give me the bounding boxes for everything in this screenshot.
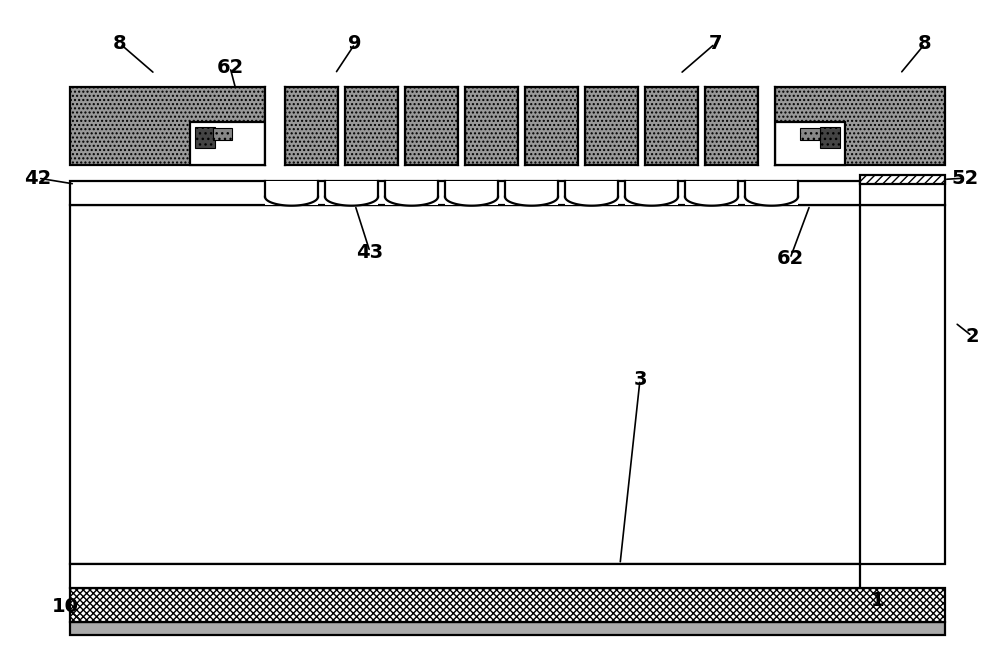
Bar <box>585 87 638 165</box>
Bar <box>70 564 860 588</box>
Bar <box>820 127 840 148</box>
Bar <box>213 128 232 140</box>
Bar <box>525 87 578 165</box>
Text: 43: 43 <box>356 243 384 261</box>
Text: 52: 52 <box>951 169 979 187</box>
Bar <box>685 181 738 205</box>
Bar <box>775 87 945 165</box>
Bar <box>578 87 585 165</box>
Bar <box>645 87 698 165</box>
Bar <box>445 181 498 205</box>
Bar <box>625 181 678 205</box>
Bar <box>800 128 820 140</box>
Text: 2: 2 <box>965 327 979 345</box>
Bar <box>338 87 345 165</box>
Text: 7: 7 <box>708 34 722 53</box>
Text: 8: 8 <box>918 34 932 53</box>
Bar <box>325 181 378 205</box>
Bar <box>405 87 458 165</box>
Text: 8: 8 <box>113 34 127 53</box>
Bar <box>638 87 645 165</box>
Text: 62: 62 <box>216 58 244 77</box>
Bar <box>465 87 518 165</box>
Bar <box>775 122 845 165</box>
Bar <box>745 181 798 205</box>
Bar <box>458 87 465 165</box>
Bar <box>265 87 285 165</box>
Bar <box>518 87 525 165</box>
Bar <box>70 588 945 622</box>
Bar <box>345 87 398 165</box>
Bar <box>70 181 945 205</box>
Bar <box>565 181 618 205</box>
Bar <box>70 205 945 564</box>
Bar <box>385 181 438 205</box>
Text: 1: 1 <box>871 591 885 610</box>
Bar <box>195 127 215 148</box>
Bar <box>70 87 265 165</box>
Bar <box>698 87 705 165</box>
Bar <box>398 87 405 165</box>
Bar <box>285 87 338 165</box>
Text: 10: 10 <box>52 597 78 616</box>
Bar <box>758 87 775 165</box>
Bar <box>265 181 318 205</box>
Bar <box>705 87 758 165</box>
Text: 62: 62 <box>776 249 804 268</box>
Text: 42: 42 <box>24 169 52 187</box>
Bar <box>190 122 265 165</box>
Text: 9: 9 <box>348 34 362 53</box>
Bar <box>860 175 945 184</box>
Bar <box>70 622 945 635</box>
Text: 3: 3 <box>633 370 647 389</box>
Bar <box>505 181 558 205</box>
